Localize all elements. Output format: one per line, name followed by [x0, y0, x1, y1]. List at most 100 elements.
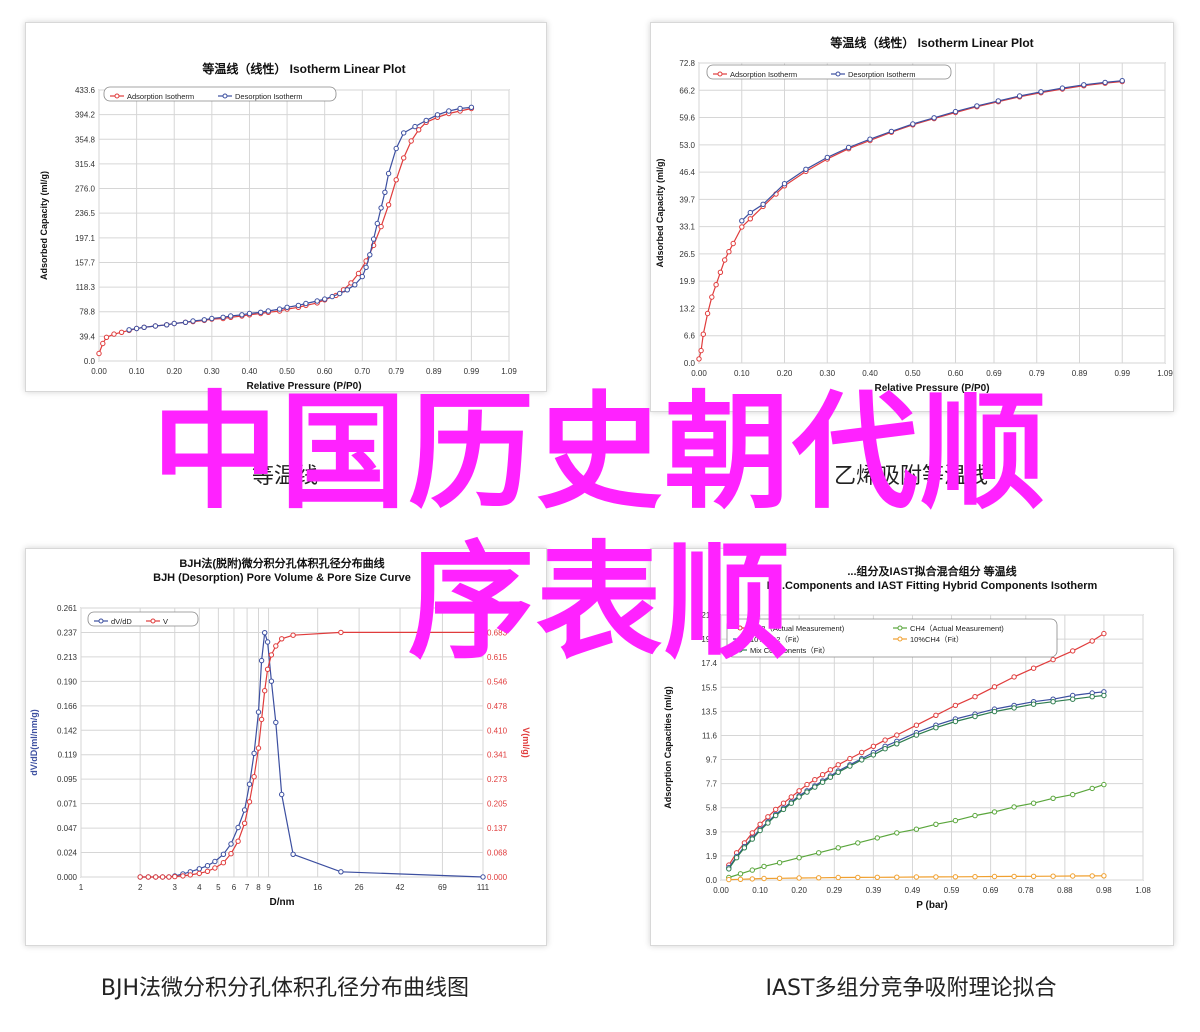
- y-tick-label: 72.8: [679, 59, 695, 68]
- data-point: [796, 855, 802, 861]
- data-point: [995, 98, 1001, 104]
- y-right-tick-label: 0.000: [487, 873, 508, 882]
- data-point: [1089, 638, 1095, 644]
- data-point: [446, 108, 452, 114]
- data-point: [220, 314, 226, 320]
- data-point: [290, 851, 296, 857]
- data-point: [913, 826, 920, 832]
- data-point: [749, 876, 756, 882]
- y-tick-label: 7.7: [706, 780, 718, 789]
- y-tick-label: 0.071: [57, 800, 78, 809]
- data-point: [882, 746, 888, 752]
- data-point: [96, 350, 102, 357]
- data-point: [737, 876, 744, 882]
- chart-title: 等温线（线性） Isotherm Linear Plot: [201, 61, 405, 76]
- data-point: [867, 136, 873, 142]
- data-point: [264, 666, 271, 673]
- data-point: [290, 632, 296, 638]
- data-point: [835, 762, 841, 768]
- data-point: [812, 784, 818, 790]
- data-point: [749, 867, 756, 873]
- x-tick-label: 0.89: [426, 367, 442, 376]
- x-tick-label: 0.70: [355, 367, 371, 376]
- chart-title-line1: BJH法(脱附)微分积分孔体积孔径分布曲线: [179, 556, 384, 570]
- data-point: [1101, 781, 1107, 788]
- data-point: [374, 220, 380, 227]
- y-right-tick-label: 0.137: [487, 824, 508, 833]
- data-point: [273, 719, 279, 726]
- y-tick-label: 0.142: [57, 726, 78, 735]
- y-tick-label: 11.6: [702, 731, 718, 740]
- data-point: [894, 732, 900, 738]
- x-tick-label: 0.10: [752, 886, 768, 895]
- y-tick-label: 6.6: [684, 332, 696, 341]
- data-point: [874, 835, 881, 841]
- series-line: [728, 875, 1104, 881]
- data-point: [166, 874, 172, 880]
- data-point: [845, 144, 852, 151]
- data-point: [874, 874, 881, 880]
- data-point: [757, 827, 763, 834]
- data-point: [273, 643, 279, 649]
- data-point: [713, 282, 719, 288]
- y-tick-label: 13.5: [701, 707, 717, 716]
- data-point: [991, 809, 998, 815]
- x-tick-label: 1.09: [501, 367, 517, 376]
- data-point: [855, 840, 861, 846]
- x-tick-label: 9: [266, 883, 271, 892]
- data-point: [241, 820, 248, 826]
- data-point: [1050, 795, 1056, 802]
- data-point: [1050, 873, 1056, 879]
- data-point: [765, 814, 771, 820]
- x-tick-label: 0.79: [388, 367, 404, 376]
- x-tick-label: 1: [79, 883, 84, 892]
- data-point: [827, 767, 834, 773]
- data-point: [974, 103, 980, 109]
- data-point: [251, 750, 257, 757]
- x-tick-label: 0.00: [713, 886, 729, 895]
- data-point: [773, 812, 779, 819]
- data-point: [816, 850, 822, 856]
- chart-panel-iast: 0.00 0.10 0.20 0.29 0.39 0.49 0.59 0.69 0.78 0.88…: [650, 548, 1174, 946]
- data-point: [933, 725, 939, 731]
- data-point: [933, 821, 939, 827]
- data-point: [913, 874, 920, 880]
- chart-panel-bjh: 1 2 3 4 5 6 7 8 9 16 26 42 69 111 0.000 0.024 0.047 0.071…: [25, 548, 547, 946]
- series-line: [741, 80, 1123, 222]
- data-point: [870, 752, 877, 758]
- data-point: [991, 873, 998, 880]
- y-tick-label: 33.1: [679, 223, 695, 232]
- data-point: [847, 755, 853, 762]
- data-point: [1070, 696, 1076, 702]
- legend: Adsorption Isotherm Desorption Isotherm: [103, 86, 337, 102]
- x-axis-label: Relative Pressure (P/P0): [874, 383, 989, 394]
- y-tick-label: 0.0: [84, 357, 96, 366]
- data-point: [931, 115, 937, 121]
- data-point: [1030, 665, 1037, 671]
- y-tick-label: 0.166: [57, 702, 78, 711]
- legend-entry: 10%CO2（Fit）: [750, 635, 804, 644]
- data-point: [344, 287, 350, 293]
- x-tick-label: 0.40: [242, 367, 258, 376]
- data-point: [141, 324, 147, 330]
- data-point: [268, 652, 275, 658]
- data-point: [1011, 705, 1017, 711]
- legend-marker: [897, 636, 903, 642]
- legend-box: [726, 618, 1058, 658]
- y-tick-label: 0.119: [58, 751, 78, 760]
- y-right-tick-label: 0.751: [487, 604, 508, 613]
- data-point: [819, 779, 826, 785]
- data-point: [1101, 873, 1107, 879]
- x-tick-label: 0.98: [1096, 886, 1112, 895]
- data-point: [401, 155, 407, 161]
- data-point: [100, 340, 106, 347]
- data-point: [258, 657, 265, 664]
- data-point: [855, 874, 861, 881]
- data-point: [952, 108, 959, 115]
- y-tick-label: 276.0: [75, 185, 96, 194]
- data-point: [913, 732, 920, 738]
- data-point: [1011, 674, 1017, 680]
- x-tick-label: 0.20: [777, 369, 793, 378]
- x-tick-label: 0.00: [91, 367, 107, 376]
- data-point: [894, 830, 900, 836]
